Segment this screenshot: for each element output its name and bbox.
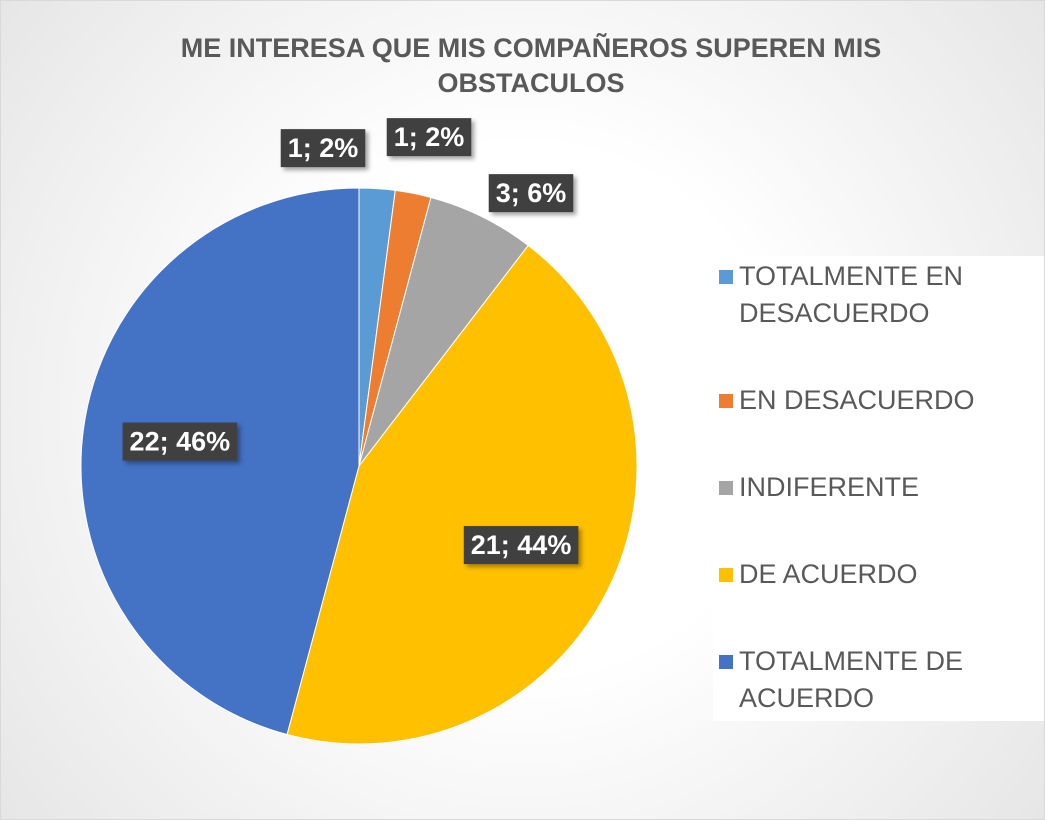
legend-item: TOTALMENTE DE ACUERDO xyxy=(719,643,1044,717)
legend: TOTALMENTE EN DESACUERDO EN DESACUERDO IND… xyxy=(713,256,1044,721)
data-label-box xyxy=(122,422,238,461)
legend-swatch xyxy=(719,568,733,582)
data-label-text: 21; 44% xyxy=(471,530,572,560)
legend-item: DE ACUERDO xyxy=(719,556,1044,593)
legend-label: DE ACUERDO xyxy=(739,559,918,589)
data-label-text: 1; 2% xyxy=(288,133,359,163)
data-label-text: 3; 6% xyxy=(496,178,567,208)
data-label-text: 22; 46% xyxy=(130,427,231,457)
pie-slice xyxy=(286,244,638,745)
data-label: 3; 6% xyxy=(488,174,574,213)
data-label-box xyxy=(386,118,472,157)
legend-swatch xyxy=(719,394,733,408)
legend-item: INDIFERENTE xyxy=(719,469,1044,506)
legend-label: INDIFERENTE xyxy=(739,472,920,502)
legend-swatch xyxy=(719,655,733,669)
legend-swatch xyxy=(719,481,733,495)
legend-label: TOTALMENTE DE ACUERDO xyxy=(739,646,964,713)
data-label: 21; 44% xyxy=(463,526,579,565)
data-label-box xyxy=(488,174,574,213)
legend-label: TOTALMENTE EN DESACUERDO xyxy=(739,261,964,328)
data-label: 22; 46% xyxy=(122,422,238,461)
legend-item: TOTALMENTE EN DESACUERDO xyxy=(719,258,1044,332)
data-label-text: 1; 2% xyxy=(394,122,465,152)
chart-title: ME INTERESA QUE MIS COMPAÑEROS SUPEREN M… xyxy=(180,33,882,98)
pie-slice xyxy=(80,187,360,736)
legend-item: EN DESACUERDO xyxy=(719,382,1044,419)
legend-swatch xyxy=(719,270,733,284)
data-label: 1; 2% xyxy=(280,129,366,168)
data-label-box xyxy=(463,526,579,565)
data-label: 1; 2% xyxy=(386,118,472,157)
data-label-box xyxy=(280,129,366,168)
legend-label: EN DESACUERDO xyxy=(739,385,975,415)
